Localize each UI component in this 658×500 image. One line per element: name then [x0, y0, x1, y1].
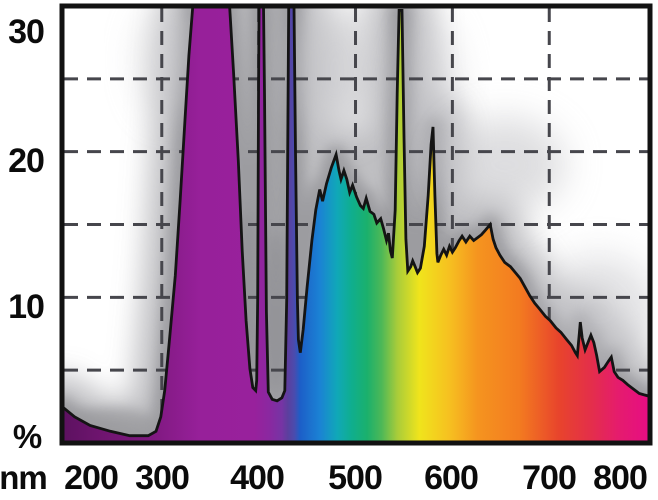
plot-area	[64, 8, 648, 441]
shadow-cloud-uv-left	[140, 8, 200, 115]
shadow-cloud-above-orange	[445, 117, 565, 213]
y-tick-10: 10	[8, 288, 44, 326]
x-tick-400: 400	[230, 459, 284, 497]
plot-border	[59, 3, 653, 446]
y-axis-unit-label: %	[13, 418, 42, 455]
x-axis-unit-label: nm	[0, 459, 47, 496]
shadow-valley-436	[264, 230, 288, 390]
x-tick-300: 300	[135, 459, 189, 497]
x-tick-500: 500	[328, 459, 382, 497]
y-axis: 30 20 10 %	[8, 13, 45, 455]
x-tick-600: 600	[424, 459, 478, 497]
x-tick-700: 700	[522, 459, 576, 497]
shadow-cloud-yellow-spike	[406, 20, 458, 200]
x-tick-800: 800	[593, 459, 647, 497]
shadow-cloud-above-cyan	[295, 8, 375, 135]
y-tick-30: 30	[8, 13, 44, 51]
y-tick-20: 20	[8, 142, 44, 180]
spectrum-curve	[64, 8, 648, 441]
x-axis: nm 200 300 400 500 600 700 800	[0, 459, 648, 497]
x-tick-200: 200	[64, 459, 118, 497]
